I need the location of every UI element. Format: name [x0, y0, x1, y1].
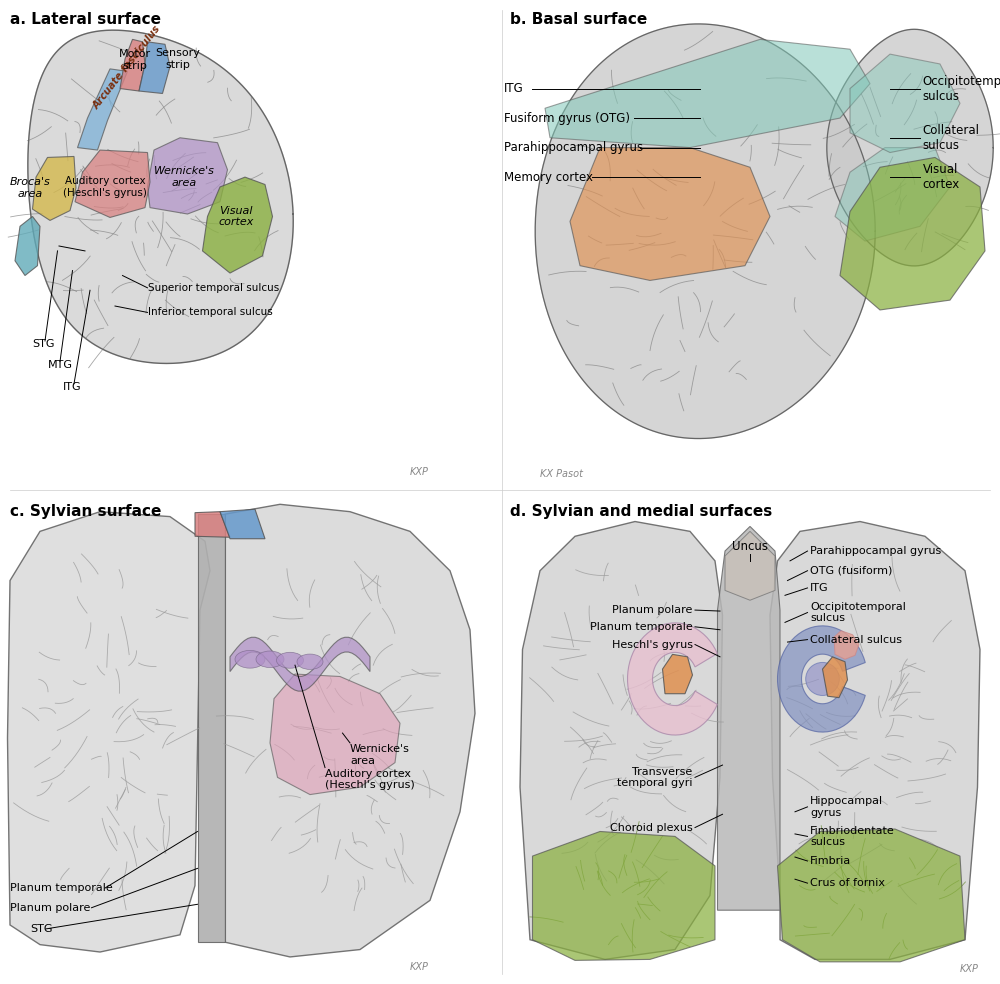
Text: Parahippocampal gyrus: Parahippocampal gyrus: [810, 546, 941, 556]
Polygon shape: [32, 156, 76, 220]
Polygon shape: [662, 654, 692, 694]
Text: Planum polare: Planum polare: [10, 902, 90, 913]
Text: KXP: KXP: [410, 962, 429, 972]
Text: Auditory cortex
(Heschl's gyrus): Auditory cortex (Heschl's gyrus): [63, 176, 147, 198]
Polygon shape: [78, 69, 128, 150]
Text: Visual
cortex: Visual cortex: [922, 163, 960, 191]
Polygon shape: [718, 526, 780, 910]
Text: Collateral
sulcus: Collateral sulcus: [922, 124, 980, 152]
Text: Arcuate fasciculus: Arcuate fasciculus: [92, 24, 163, 111]
Text: ITG: ITG: [62, 382, 81, 393]
Text: Memory cortex: Memory cortex: [504, 170, 593, 184]
Polygon shape: [120, 39, 145, 91]
Text: KXP: KXP: [410, 466, 429, 477]
Text: Crus of fornix: Crus of fornix: [810, 878, 885, 889]
Text: Visual
cortex: Visual cortex: [218, 206, 254, 227]
Polygon shape: [225, 504, 475, 956]
Text: Broca's
area: Broca's area: [10, 177, 50, 199]
Polygon shape: [840, 157, 985, 310]
Polygon shape: [835, 148, 950, 241]
Polygon shape: [75, 150, 150, 217]
Text: Parahippocampal gyrus: Parahippocampal gyrus: [504, 141, 643, 154]
Text: Collateral sulcus: Collateral sulcus: [810, 635, 902, 645]
Text: STG: STG: [32, 339, 55, 349]
Text: Occipitotemporal
sulcus: Occipitotemporal sulcus: [922, 75, 1000, 102]
Text: ITG: ITG: [504, 82, 524, 95]
Text: KX Pasot: KX Pasot: [540, 469, 583, 479]
Polygon shape: [28, 31, 293, 363]
Polygon shape: [15, 216, 40, 276]
Text: d. Sylvian and medial surfaces: d. Sylvian and medial surfaces: [510, 504, 772, 520]
Text: Planum temporale: Planum temporale: [10, 883, 113, 893]
Polygon shape: [202, 177, 272, 273]
Text: Wernicke's
area: Wernicke's area: [154, 166, 214, 188]
Polygon shape: [778, 829, 965, 962]
Text: STG: STG: [30, 924, 52, 934]
Text: Inferior temporal sulcus: Inferior temporal sulcus: [148, 307, 273, 318]
Polygon shape: [827, 30, 993, 266]
Text: Heschl's gyrus: Heschl's gyrus: [612, 640, 692, 649]
Polygon shape: [725, 531, 775, 600]
Text: Uncus: Uncus: [732, 540, 768, 553]
Polygon shape: [148, 138, 228, 214]
Text: ITG: ITG: [810, 583, 829, 593]
Polygon shape: [570, 148, 770, 280]
Text: MTG: MTG: [48, 360, 72, 370]
Polygon shape: [770, 522, 980, 959]
Text: Planum polare: Planum polare: [612, 605, 692, 615]
Text: Superior temporal sulcus: Superior temporal sulcus: [148, 282, 280, 293]
Ellipse shape: [276, 652, 304, 668]
Text: Wernicke's
area: Wernicke's area: [350, 744, 410, 766]
Text: b. Basal surface: b. Basal surface: [510, 12, 647, 28]
Polygon shape: [778, 626, 865, 732]
Text: Sensory
strip: Sensory strip: [155, 48, 200, 70]
Polygon shape: [270, 674, 400, 795]
Text: Fusiform gyrus (OTG): Fusiform gyrus (OTG): [504, 111, 630, 125]
Ellipse shape: [235, 650, 265, 668]
Text: KXP: KXP: [960, 963, 979, 974]
Polygon shape: [520, 522, 722, 959]
Polygon shape: [834, 631, 859, 659]
Circle shape: [806, 662, 839, 696]
Text: Fimbriodentate
sulcus: Fimbriodentate sulcus: [810, 826, 895, 847]
Text: Motor
strip: Motor strip: [119, 49, 151, 71]
Text: a. Lateral surface: a. Lateral surface: [10, 12, 161, 28]
Ellipse shape: [256, 651, 284, 667]
Polygon shape: [230, 638, 370, 691]
Polygon shape: [139, 41, 170, 93]
Polygon shape: [195, 512, 230, 537]
Text: Hippocampal
gyrus: Hippocampal gyrus: [810, 796, 883, 818]
Polygon shape: [535, 24, 875, 439]
Polygon shape: [628, 623, 717, 735]
Text: Transverse
temporal gyri: Transverse temporal gyri: [617, 767, 692, 788]
Text: Fimbria: Fimbria: [810, 856, 851, 866]
Ellipse shape: [297, 654, 323, 669]
Text: Occipitotemporal
sulcus: Occipitotemporal sulcus: [810, 602, 906, 623]
Polygon shape: [545, 39, 870, 148]
Polygon shape: [220, 510, 265, 539]
Text: Planum temporale: Planum temporale: [590, 622, 692, 632]
Text: c. Sylvian surface: c. Sylvian surface: [10, 504, 161, 520]
Polygon shape: [198, 514, 225, 943]
Text: Auditory cortex
(Heschl's gyrus): Auditory cortex (Heschl's gyrus): [325, 769, 415, 790]
Text: Choroid plexus: Choroid plexus: [610, 823, 692, 832]
Polygon shape: [822, 657, 848, 698]
Polygon shape: [8, 512, 210, 953]
Polygon shape: [532, 831, 715, 960]
Text: OTG (fusiform): OTG (fusiform): [810, 566, 892, 576]
Polygon shape: [850, 54, 960, 153]
